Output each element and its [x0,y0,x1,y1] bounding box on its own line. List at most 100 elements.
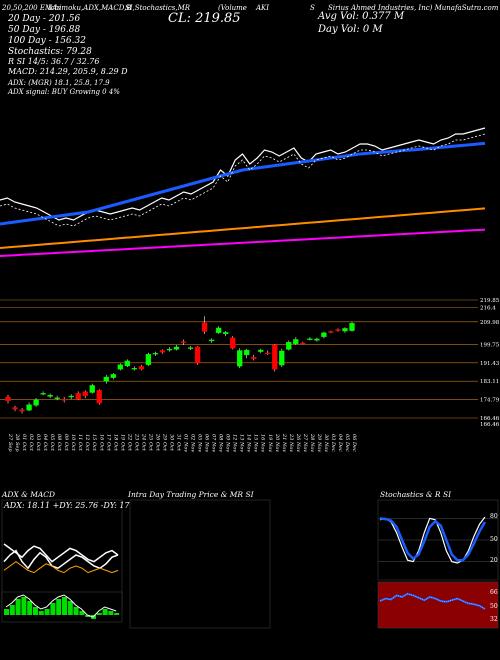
date-label: 06 Nov [204,434,210,452]
date-label: 25 Oct [147,433,153,452]
candle-body [237,350,243,367]
ema-lines [0,127,486,257]
avg-volume: Avg Vol: 0.377 M [318,11,405,22]
date-label: 23 Nov [288,433,294,452]
date-label: 21 Nov [281,433,287,452]
stoch-fast-line [379,516,486,564]
candle-body [131,368,138,370]
date-label: 30 Oct [168,434,174,452]
adx-panel-title: ADX & MACD [1,490,55,499]
macd-bar [38,611,44,615]
price-gridlines: 219.85 216.4 209.98 199.75 191.43 183.11 174.7… [0,298,500,428]
date-label: 11 Oct [77,434,83,452]
macd-bar [27,601,33,615]
date-label: 12 Oct [84,434,90,452]
candle-body [321,332,327,337]
macd-bar [102,609,108,615]
candle-body [152,353,159,355]
adx-line: ADX: (MGR) 18.1, 25.8, 17.9 [8,79,110,87]
volume-label: (Volume [218,4,247,12]
adx-series-line [3,549,119,570]
date-label: 28 Nov [309,433,315,452]
stochastics-lines [378,516,498,564]
candle-body [194,346,201,364]
candle-body [349,323,355,331]
company-label: Sirius Ahmed Industries, Inc) MunafaSutr… [328,4,499,12]
date-label: 02 Oct [28,434,34,452]
date-label: 29 Oct [161,433,167,452]
date-label: 28 Sep [14,433,20,452]
date-label: 12 Nov [232,434,238,452]
date-label: 15 Oct [91,434,97,452]
date-label: 19 Nov [267,434,273,452]
date-label: 29 Nov [316,433,322,452]
stoch-scale-50: 50 [490,536,498,543]
rsi-line [379,592,486,610]
date-label: 03 Dec [330,434,336,452]
stoch-scale-20: 20 [490,557,498,564]
rsi-overlay-line [379,593,486,610]
stoch-slow-line [379,517,487,562]
candle-body [145,354,152,365]
candle-body [215,327,222,333]
date-label: 31 Oct [175,434,181,452]
ema-label: 20,50,200 EMAs [2,4,61,12]
macd-bar [15,599,21,615]
macd-bar [9,605,15,615]
date-label: 01 Nov [183,434,189,452]
candle-body [19,409,25,412]
stochastics-label: SI,Stochastics,MR [125,4,191,12]
indicator-panels: ADX & MACD ADX: 18.11 +DY: 25.76 -DY: 17… [1,490,499,629]
candle-body [159,350,166,353]
stochastics-stat: Stochastics: 79.28 [8,47,92,57]
date-label: 02 Nov [190,434,196,452]
day-volume: Day Vol: 0 M [318,24,383,35]
date-label: 10 Oct [70,434,76,452]
date-label: 04 Oct [42,434,48,452]
adx-series-line [3,560,119,574]
date-label: 09 Oct [63,434,69,452]
date-label: 19 Oct [119,434,125,452]
date-label: 27 Nov [302,433,308,452]
macd-bar [73,607,79,615]
candle-body [40,393,46,395]
date-label: 05 Oct [49,434,55,452]
candle-body [33,399,39,406]
macd-bar [56,599,62,615]
date-label: 05 Nov [197,434,203,452]
intraday-panel-title: Intra Day Trading Price & MR SI [127,490,255,499]
macd-bar [62,597,67,615]
price-label: 166.46 [480,416,500,422]
price-label: 174.79 [480,398,500,404]
candle-body [272,344,278,370]
adx-values: ADX: 18.11 +DY: 25.76 -DY: 17.9 [3,501,137,510]
candle-body [300,342,306,345]
candle-body [258,349,264,352]
ema100-stat: 100 Day - 156.32 [8,36,86,46]
macd-bar [21,597,27,615]
ema50-stat: 50 Day - 196.88 [8,25,81,35]
candle-body [279,350,285,366]
price-label: 199.75 [480,342,500,348]
candle-body [180,341,187,343]
macd-line [5,594,117,618]
price-label: 191.43 [480,361,500,367]
date-label: 15 Nov [253,434,259,452]
macd-bar [67,601,73,615]
candle-body [54,397,60,399]
main-chart: 219.85 216.4 209.98 199.75 191.43 183.11 174.7… [0,127,500,452]
candle-body [89,385,95,393]
candle-body [61,398,67,401]
date-label: 24 Oct [140,433,146,452]
candle-body [47,394,53,397]
date-labels: 27 Sep 28 Sep 01 Oct 02 Oct 03 Oct 04 Oct 05 O… [7,433,357,452]
stoch-panel-title: Stochastics & R SI [380,490,452,499]
ticker-label: AKI [256,4,270,12]
candle-body [314,338,320,341]
ichimoku-label: Ichimoku,ADX,MACD,B [48,4,132,12]
candle-body [244,349,250,356]
date-label: 04 Dec [337,434,343,452]
macd-bar [85,615,91,617]
macd-bar [44,609,50,615]
candle-body [328,331,334,333]
